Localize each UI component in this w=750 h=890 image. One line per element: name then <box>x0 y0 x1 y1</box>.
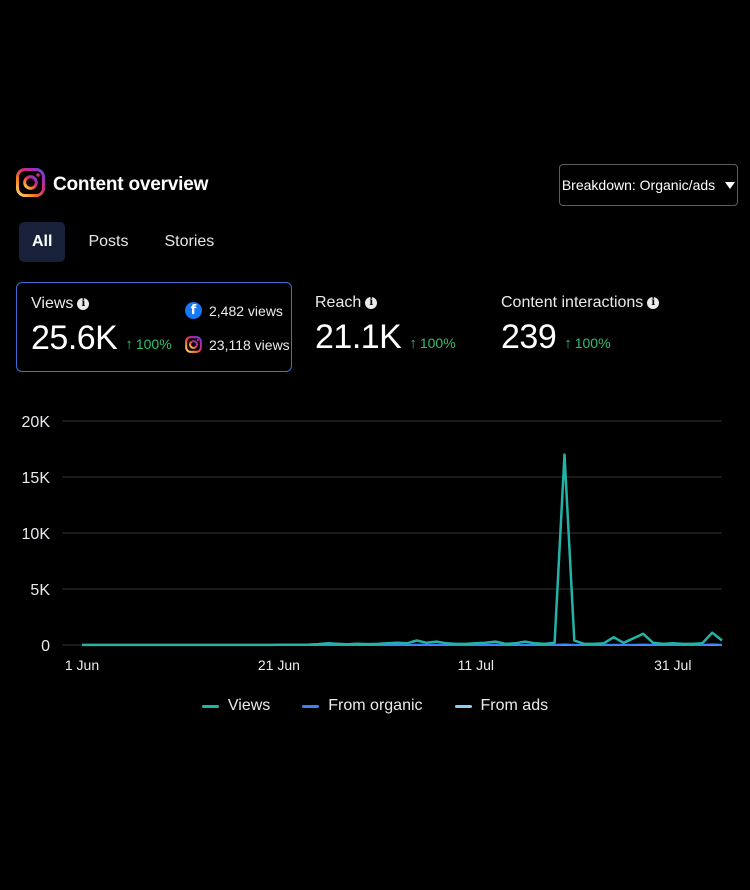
reach-change: ↑ 100% <box>409 335 456 352</box>
legend-item-from-ads[interactable]: From ads <box>454 697 549 715</box>
views-value: 25.6K <box>31 319 118 357</box>
header: Content overview Breakdown: Organic/ads <box>16 164 738 210</box>
facebook-views-value: 2,482 views <box>209 302 283 319</box>
x-tick-label: 21 Jun <box>258 657 300 673</box>
facebook-views: f 2,482 views <box>185 302 283 319</box>
x-tick-label: 31 Jul <box>654 657 691 673</box>
views-line-chart: 20K 15K 10K 5K 0 1 Jun 21 Jun 11 Jul 31 Jul <box>22 414 723 673</box>
legend-item-views[interactable]: Views <box>201 697 271 715</box>
legend-swatch <box>454 704 472 708</box>
facebook-icon: f <box>185 302 202 319</box>
chart-grid <box>62 420 722 646</box>
reach-value: 21.1K <box>315 318 402 356</box>
interactions-value: 239 <box>501 318 557 356</box>
caret-down-icon <box>725 181 736 189</box>
y-tick-label: 15K <box>22 470 51 487</box>
info-icon[interactable]: i <box>77 298 90 310</box>
chart-series <box>82 453 723 647</box>
reach-label: Reach <box>315 294 362 311</box>
legend-label: Views <box>227 697 271 714</box>
legend-swatch <box>201 704 219 708</box>
views-metric-card[interactable]: Views i 25.6K ↑ 100% f 2,482 views 23,118… <box>16 282 292 372</box>
legend-label: From organic <box>328 697 423 714</box>
arrow-up-icon: ↑ <box>125 336 133 353</box>
y-tick-label: 20K <box>22 414 51 431</box>
chart-legend: Views From organic From ads <box>0 697 750 715</box>
interactions-change: ↑ 100% <box>564 335 611 352</box>
tab-bar: All Posts Stories <box>19 222 237 262</box>
info-icon[interactable]: i <box>365 297 378 309</box>
tab-all[interactable]: All <box>19 222 66 262</box>
y-axis-ticks: 20K 15K 10K 5K 0 <box>22 414 51 655</box>
instagram-views: 23,118 views <box>185 336 290 353</box>
x-axis-ticks: 1 Jun 21 Jun 11 Jul 31 Jul <box>65 657 692 673</box>
tab-stories[interactable]: Stories <box>164 233 215 250</box>
breakdown-label: Breakdown: Organic/ads <box>561 177 716 193</box>
views-change: ↑ 100% <box>125 336 172 353</box>
info-icon[interactable]: i <box>647 297 660 309</box>
legend-item-from-organic[interactable]: From organic <box>302 697 423 715</box>
y-tick-label: 0 <box>41 638 50 655</box>
series-line-views <box>82 453 723 647</box>
x-tick-label: 1 Jun <box>65 657 99 673</box>
x-tick-label: 11 Jul <box>458 657 494 673</box>
breakdown-dropdown[interactable]: Breakdown: Organic/ads <box>559 164 738 206</box>
interactions-label: Content interactions <box>501 294 644 311</box>
arrow-up-icon: ↑ <box>564 335 572 352</box>
legend-swatch <box>302 704 320 708</box>
reach-metric[interactable]: Reach i 21.1K ↑ 100% <box>315 294 456 357</box>
y-tick-label: 5K <box>30 582 50 599</box>
arrow-up-icon: ↑ <box>409 335 417 352</box>
instagram-icon <box>16 168 45 197</box>
instagram-views-value: 23,118 views <box>209 336 290 353</box>
views-label: Views <box>31 295 74 312</box>
interactions-metric[interactable]: Content interactions i 239 ↑ 100% <box>501 294 660 357</box>
instagram-icon <box>185 336 202 353</box>
page-title: Content overview <box>53 174 209 195</box>
y-tick-label: 10K <box>22 526 51 543</box>
legend-label: From ads <box>480 697 549 714</box>
tab-posts[interactable]: Posts <box>88 233 129 250</box>
